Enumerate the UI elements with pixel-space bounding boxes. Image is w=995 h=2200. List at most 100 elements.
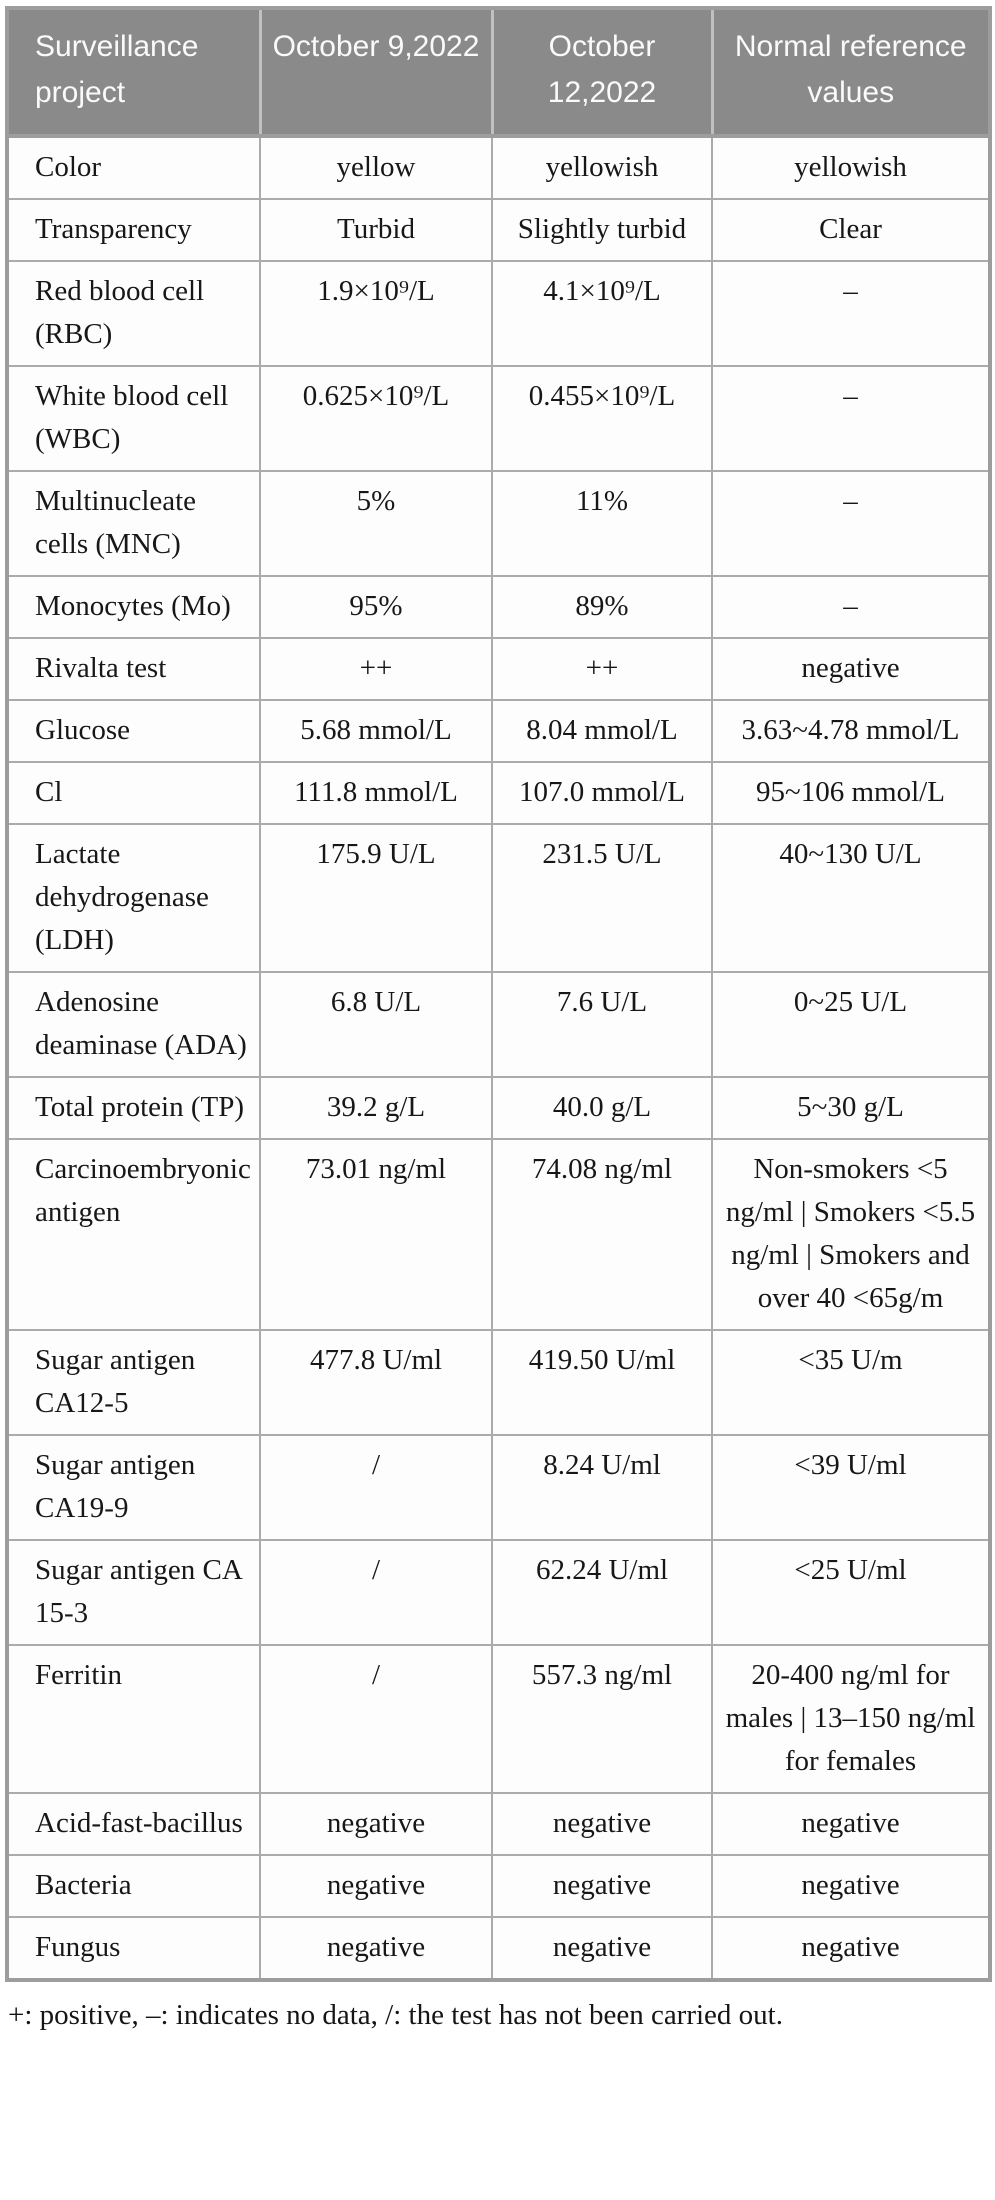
row-label: Multinucleate cells (MNC) <box>6 470 261 577</box>
surveillance-table: Surveillance project October 9,2022 Octo… <box>5 6 992 1982</box>
table-row-rbc: Red blood cell (RBC) 1.9×10⁹/L 4.1×10⁹/L… <box>6 260 991 367</box>
value-reference: – <box>711 470 991 577</box>
row-label: Sugar antigen CA 15-3 <box>6 1539 261 1646</box>
row-label: Color <box>6 135 261 200</box>
row-label: Ferritin <box>6 1644 261 1794</box>
value-reference: <35 U/m <box>711 1329 991 1436</box>
value-oct9: / <box>259 1644 493 1794</box>
row-label: Monocytes (Mo) <box>6 575 261 639</box>
table-row-acid-fast-bacillus: Acid-fast-bacillus negative negative neg… <box>6 1792 991 1856</box>
table-row-wbc: White blood cell (WBC) 0.625×10⁹/L 0.455… <box>6 365 991 472</box>
value-oct12: ++ <box>491 637 713 701</box>
value-oct9: 175.9 U/L <box>259 823 493 973</box>
value-reference: Clear <box>711 198 991 262</box>
value-reference: – <box>711 260 991 367</box>
value-oct9: Turbid <box>259 198 493 262</box>
table-row-cl: Cl 111.8 mmol/L 107.0 mmol/L 95~106 mmol… <box>6 761 991 825</box>
value-oct9: 1.9×10⁹/L <box>259 260 493 367</box>
value-reference: yellowish <box>711 135 991 200</box>
value-oct9: yellow <box>259 135 493 200</box>
value-reference: – <box>711 575 991 639</box>
table-row-monocytes: Monocytes (Mo) 95% 89% – <box>6 575 991 639</box>
value-oct12: negative <box>491 1916 713 1981</box>
table-row-ada: Adenosine deaminase (ADA) 6.8 U/L 7.6 U/… <box>6 971 991 1078</box>
value-reference: negative <box>711 637 991 701</box>
value-oct12: 7.6 U/L <box>491 971 713 1078</box>
value-oct12: Slightly turbid <box>491 198 713 262</box>
row-label: Sugar antigen CA19-9 <box>6 1434 261 1541</box>
header-normal-reference-values: Normal reference values <box>710 8 990 138</box>
table-footnote: +: positive, –: indicates no data, /: th… <box>8 1999 783 2031</box>
value-oct9: 477.8 U/ml <box>259 1329 493 1436</box>
row-label: White blood cell (WBC) <box>6 365 261 472</box>
row-label: Glucose <box>6 699 261 763</box>
value-oct12: 89% <box>491 575 713 639</box>
value-oct9: / <box>259 1434 493 1541</box>
value-reference: 20-400 ng/ml for males | 13–150 ng/ml fo… <box>711 1644 991 1794</box>
value-oct12: 231.5 U/L <box>491 823 713 973</box>
value-oct12: negative <box>491 1854 713 1918</box>
table-row-glucose: Glucose 5.68 mmol/L 8.04 mmol/L 3.63~4.7… <box>6 699 991 763</box>
value-oct12: 8.24 U/ml <box>491 1434 713 1541</box>
value-oct9: ++ <box>259 637 493 701</box>
value-reference: 5~30 g/L <box>711 1076 991 1140</box>
value-oct9: negative <box>259 1792 493 1856</box>
value-oct9: 5% <box>259 470 493 577</box>
value-reference: 3.63~4.78 mmol/L <box>711 699 991 763</box>
table-row-ca19-9: Sugar antigen CA19-9 / 8.24 U/ml <39 U/m… <box>6 1434 991 1541</box>
value-oct12: negative <box>491 1792 713 1856</box>
value-reference: 0~25 U/L <box>711 971 991 1078</box>
value-oct12: 40.0 g/L <box>491 1076 713 1140</box>
row-label: Carcinoembryonic antigen <box>6 1138 261 1331</box>
table-row-ca12-5: Sugar antigen CA12-5 477.8 U/ml 419.50 U… <box>6 1329 991 1436</box>
value-oct12: 62.24 U/ml <box>491 1539 713 1646</box>
table-row-cea: Carcinoembryonic antigen 73.01 ng/ml 74.… <box>6 1138 991 1331</box>
row-label: Cl <box>6 761 261 825</box>
value-reference: 95~106 mmol/L <box>711 761 991 825</box>
value-reference: <39 U/ml <box>711 1434 991 1541</box>
header-october-9-2022: October 9,2022 <box>258 8 492 138</box>
table-row-bacteria: Bacteria negative negative negative <box>6 1854 991 1918</box>
row-label: Sugar antigen CA12-5 <box>6 1329 261 1436</box>
row-label: Acid-fast-bacillus <box>6 1792 261 1856</box>
table-row-mnc: Multinucleate cells (MNC) 5% 11% – <box>6 470 991 577</box>
row-label: Adenosine deaminase (ADA) <box>6 971 261 1078</box>
value-oct12: 419.50 U/ml <box>491 1329 713 1436</box>
value-reference: 40~130 U/L <box>711 823 991 973</box>
value-oct12: 11% <box>491 470 713 577</box>
value-reference: Non-smokers <5 ng/ml | Smokers <5.5 ng/m… <box>711 1138 991 1331</box>
value-reference: – <box>711 365 991 472</box>
value-oct9: negative <box>259 1854 493 1918</box>
value-oct9: 73.01 ng/ml <box>259 1138 493 1331</box>
row-label: Transparency <box>6 198 261 262</box>
value-oct12: yellowish <box>491 135 713 200</box>
value-oct9: 111.8 mmol/L <box>259 761 493 825</box>
value-oct9: 95% <box>259 575 493 639</box>
table-row-ldh: Lactate dehydrogenase (LDH) 175.9 U/L 23… <box>6 823 991 973</box>
value-reference: negative <box>711 1792 991 1856</box>
table-row-rivalta-test: Rivalta test ++ ++ negative <box>6 637 991 701</box>
value-oct9: negative <box>259 1916 493 1981</box>
value-oct12: 557.3 ng/ml <box>491 1644 713 1794</box>
header-october-12-2022: October 12,2022 <box>490 8 712 138</box>
value-oct12: 74.08 ng/ml <box>491 1138 713 1331</box>
value-reference: negative <box>711 1916 991 1981</box>
table-row-ferritin: Ferritin / 557.3 ng/ml 20-400 ng/ml for … <box>6 1644 991 1794</box>
row-label: Fungus <box>6 1916 261 1981</box>
header-surveillance-project: Surveillance project <box>7 8 260 138</box>
value-oct12: 0.455×10⁹/L <box>491 365 713 472</box>
row-label: Rivalta test <box>6 637 261 701</box>
table-row-transparency: Transparency Turbid Slightly turbid Clea… <box>6 198 991 262</box>
page: Surveillance project October 9,2022 Octo… <box>5 6 992 2031</box>
table-row-fungus: Fungus negative negative negative <box>6 1916 991 1981</box>
value-reference: negative <box>711 1854 991 1918</box>
value-oct12: 8.04 mmol/L <box>491 699 713 763</box>
row-label: Total protein (TP) <box>6 1076 261 1140</box>
table-row-color: Color yellow yellowish yellowish <box>6 135 991 200</box>
table-row-total-protein: Total protein (TP) 39.2 g/L 40.0 g/L 5~3… <box>6 1076 991 1140</box>
value-oct9: 0.625×10⁹/L <box>259 365 493 472</box>
table-row-ca15-3: Sugar antigen CA 15-3 / 62.24 U/ml <25 U… <box>6 1539 991 1646</box>
value-reference: <25 U/ml <box>711 1539 991 1646</box>
header-row: Surveillance project October 9,2022 Octo… <box>7 8 990 138</box>
value-oct9: 5.68 mmol/L <box>259 699 493 763</box>
